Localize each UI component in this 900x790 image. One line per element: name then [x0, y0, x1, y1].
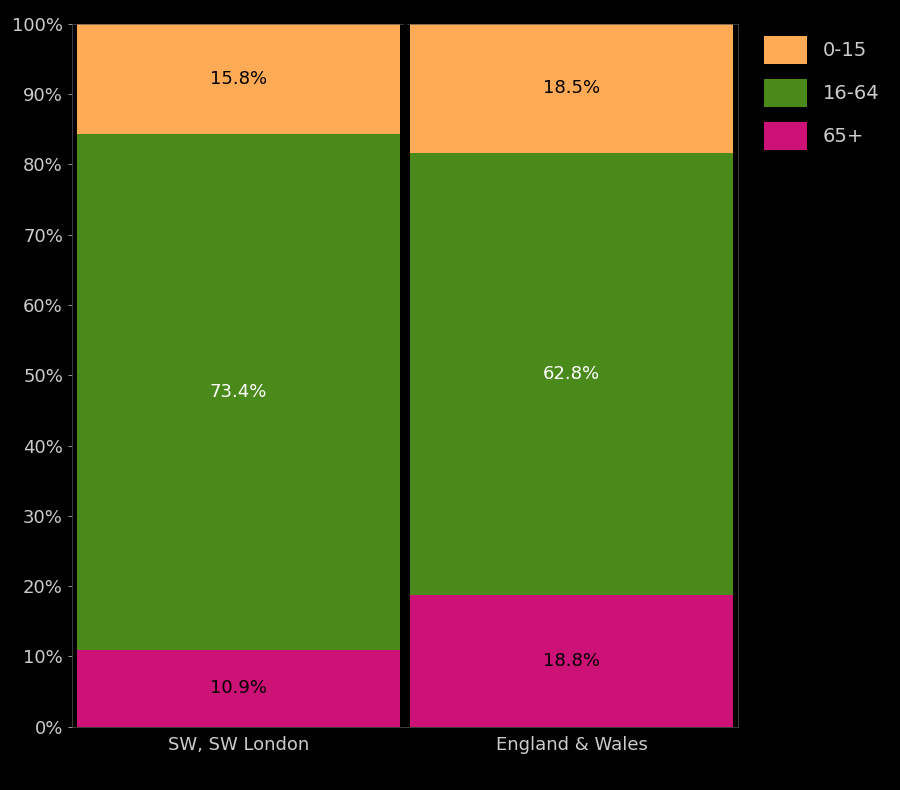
Bar — [77, 23, 400, 134]
Text: 18.8%: 18.8% — [543, 652, 600, 670]
Bar — [77, 134, 400, 650]
Bar — [410, 595, 733, 727]
Text: 18.5%: 18.5% — [543, 79, 600, 97]
Bar — [410, 23, 733, 153]
Legend: 0-15, 16-64, 65+: 0-15, 16-64, 65+ — [754, 26, 889, 160]
Text: 10.9%: 10.9% — [210, 679, 267, 698]
Bar — [410, 153, 733, 595]
Text: 62.8%: 62.8% — [543, 365, 600, 383]
Text: 73.4%: 73.4% — [210, 383, 267, 401]
Text: 15.8%: 15.8% — [210, 70, 267, 88]
Bar — [77, 650, 400, 727]
